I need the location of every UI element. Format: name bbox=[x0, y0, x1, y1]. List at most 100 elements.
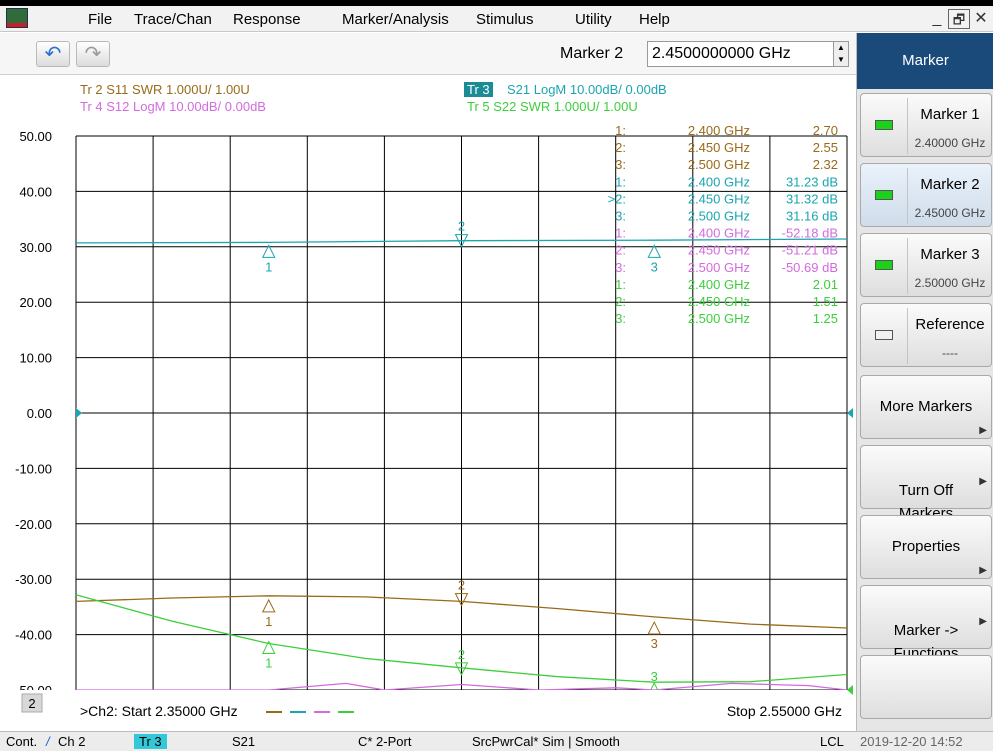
properties-button[interactable]: Properties ▶ bbox=[860, 515, 992, 579]
y-tick-label: 20.00 bbox=[19, 295, 52, 310]
trace-label-tr4[interactable]: Tr 4 S12 LogM 10.00dB/ 0.00dB bbox=[80, 99, 266, 114]
turn-off-markers-button[interactable]: Turn Off Markers ▶ bbox=[860, 445, 992, 522]
marker-tr3-1-label: 1 bbox=[265, 259, 272, 274]
toolbar: ↶ ↷ Marker 2 2.4500000000 GHz ▲ ▼ bbox=[0, 33, 856, 75]
menu-bar: File Trace/Chan Response Marker/Analysis… bbox=[0, 6, 993, 32]
readout-frequency: 2.500 GHz bbox=[688, 311, 750, 326]
divider bbox=[907, 98, 908, 154]
trace-tag-tr3[interactable]: Tr 3 bbox=[464, 82, 493, 97]
menu-file[interactable]: File bbox=[88, 11, 113, 28]
measurement-chart[interactable]: Tr 2 S11 SWR 1.000U/ 1.00U Tr 3 S21 LogM… bbox=[0, 76, 856, 731]
y-tick-label: 10.00 bbox=[19, 351, 52, 366]
active-marker-label: Marker 2 bbox=[560, 45, 624, 62]
status-trace[interactable]: Tr 3 bbox=[134, 734, 167, 749]
readout-frequency: 2.400 GHz bbox=[688, 226, 750, 241]
marker-3-led-icon bbox=[875, 260, 893, 270]
marker-1-button[interactable]: Marker 1 2.40000 GHz bbox=[860, 93, 992, 157]
status-lcl: LCL bbox=[820, 734, 844, 749]
y-tick-label: 0.00 bbox=[27, 406, 52, 421]
y-tick-label: 50.00 bbox=[19, 129, 52, 144]
readout-value: 31.16 dB bbox=[786, 209, 838, 224]
menu-response[interactable]: Response bbox=[233, 11, 301, 28]
undo-arrow-icon[interactable]: ↶ bbox=[36, 41, 70, 67]
chart-footer-bg bbox=[0, 690, 847, 730]
app-logo-icon bbox=[6, 8, 28, 28]
empty-softkey-button[interactable] bbox=[860, 655, 992, 719]
y-tick-label: -10.00 bbox=[15, 461, 52, 476]
menu-marker-analysis[interactable]: Marker/Analysis bbox=[342, 11, 449, 28]
close-icon[interactable]: ✕ bbox=[974, 10, 988, 27]
status-sparam[interactable]: S21 bbox=[232, 734, 256, 749]
marker-2-led-icon bbox=[875, 190, 893, 200]
more-markers-button[interactable]: More Markers ▶ bbox=[860, 375, 992, 439]
reference-marker-button[interactable]: Reference ---- bbox=[860, 303, 992, 367]
restore-icon[interactable]: 🗗 bbox=[948, 9, 970, 29]
marker-tr5-1-triangle bbox=[261, 640, 276, 654]
reference-title: Reference bbox=[915, 316, 985, 333]
marker-2-button[interactable]: Marker 2 2.45000 GHz bbox=[860, 163, 992, 227]
reference-led-icon bbox=[875, 330, 893, 340]
more-markers-label: More Markers bbox=[879, 398, 973, 415]
status-calibration[interactable]: C* 2-Port bbox=[358, 734, 412, 749]
readout-value: -50.69 dB bbox=[782, 260, 838, 275]
readout-value: 31.23 dB bbox=[786, 174, 838, 189]
marker-frequency-input[interactable]: 2.4500000000 GHz bbox=[647, 41, 837, 67]
menu-trace-chan[interactable]: Trace/Chan bbox=[134, 11, 212, 28]
readout-index: 3: bbox=[615, 209, 626, 224]
sweep-indicator-icon: / bbox=[46, 734, 50, 749]
reference-arrow-green-icon bbox=[847, 685, 853, 695]
readout-frequency: 2.500 GHz bbox=[688, 157, 750, 172]
readout-index: 3: bbox=[615, 260, 626, 275]
trace-label-tr5[interactable]: Tr 5 S22 SWR 1.000U/ 1.00U bbox=[467, 99, 638, 114]
marker-tr5-3-label: 3 bbox=[651, 669, 658, 684]
marker-tr3-3-triangle bbox=[647, 244, 662, 258]
chevron-right-icon: ▶ bbox=[979, 616, 987, 627]
marker-tr2-2-label: 2 bbox=[458, 578, 465, 593]
divider bbox=[907, 168, 908, 224]
sweep-mode[interactable]: Cont. bbox=[6, 734, 38, 749]
chevron-right-icon: ▶ bbox=[979, 565, 987, 576]
readout-frequency: 2.400 GHz bbox=[688, 123, 750, 138]
marker-tr5-2-triangle bbox=[454, 662, 469, 676]
marker-tr3-2-label: 2 bbox=[458, 219, 465, 234]
readout-index: 3: bbox=[615, 157, 626, 172]
redo-arrow-icon[interactable]: ↷ bbox=[76, 41, 110, 67]
readout-value: 31.32 dB bbox=[786, 191, 838, 206]
menu-help[interactable]: Help bbox=[639, 11, 670, 28]
status-channel[interactable]: Ch 2 bbox=[58, 734, 86, 749]
minimize-icon[interactable]: _ bbox=[932, 10, 942, 27]
marker-1-title: Marker 1 bbox=[920, 106, 980, 123]
readout-frequency: 2.450 GHz bbox=[688, 140, 750, 155]
marker-2-frequency: 2.45000 GHz bbox=[914, 206, 986, 220]
title-bar-strip bbox=[0, 0, 993, 6]
menu-stimulus[interactable]: Stimulus bbox=[476, 11, 534, 28]
divider bbox=[907, 238, 908, 294]
menu-utility[interactable]: Utility bbox=[575, 11, 612, 28]
softkey-panel: Marker Marker 1 2.40000 GHz Marker 2 2.4… bbox=[856, 33, 993, 731]
readout-value: -51.21 dB bbox=[782, 243, 838, 258]
chevron-right-icon: ▶ bbox=[979, 476, 987, 487]
marker-3-button[interactable]: Marker 3 2.50000 GHz bbox=[860, 233, 992, 297]
readout-index: 2: bbox=[615, 243, 626, 258]
marker-functions-button[interactable]: Marker -> Functions ▶ bbox=[860, 585, 992, 662]
readout-frequency: 2.400 GHz bbox=[688, 174, 750, 189]
readout-value: 1.25 bbox=[813, 311, 838, 326]
marker-3-title: Marker 3 bbox=[920, 246, 980, 263]
readout-index: 1: bbox=[615, 277, 626, 292]
y-tick-label: -30.00 bbox=[15, 572, 52, 587]
marker-frequency-spinner[interactable]: ▲ ▼ bbox=[833, 41, 849, 67]
readout-frequency: 2.450 GHz bbox=[688, 294, 750, 309]
marker-tr2-1-triangle bbox=[261, 598, 276, 613]
trace-label-tr2[interactable]: Tr 2 S11 SWR 1.000U/ 1.00U bbox=[80, 82, 250, 97]
readout-index: 3: bbox=[615, 311, 626, 326]
plot-svg[interactable]: 50.00 40.00 30.00 20.00 10.00 0.00 -10.00 -20.0… bbox=[0, 76, 856, 731]
readout-frequency: 2.450 GHz bbox=[688, 191, 750, 206]
marker-tr2-3-label: 3 bbox=[651, 636, 658, 651]
readout-value: 1.51 bbox=[813, 294, 838, 309]
stop-frequency-label: Stop 2.55000 GHz bbox=[727, 703, 842, 719]
status-source[interactable]: SrcPwrCal* Sim | Smooth bbox=[472, 734, 620, 749]
marker-tr3-1-triangle bbox=[261, 244, 276, 258]
marker-1-led-icon bbox=[875, 120, 893, 130]
marker-tr3-3-label: 3 bbox=[651, 259, 658, 274]
trace-label-tr3[interactable]: S21 LogM 10.00dB/ 0.00dB bbox=[507, 82, 667, 97]
